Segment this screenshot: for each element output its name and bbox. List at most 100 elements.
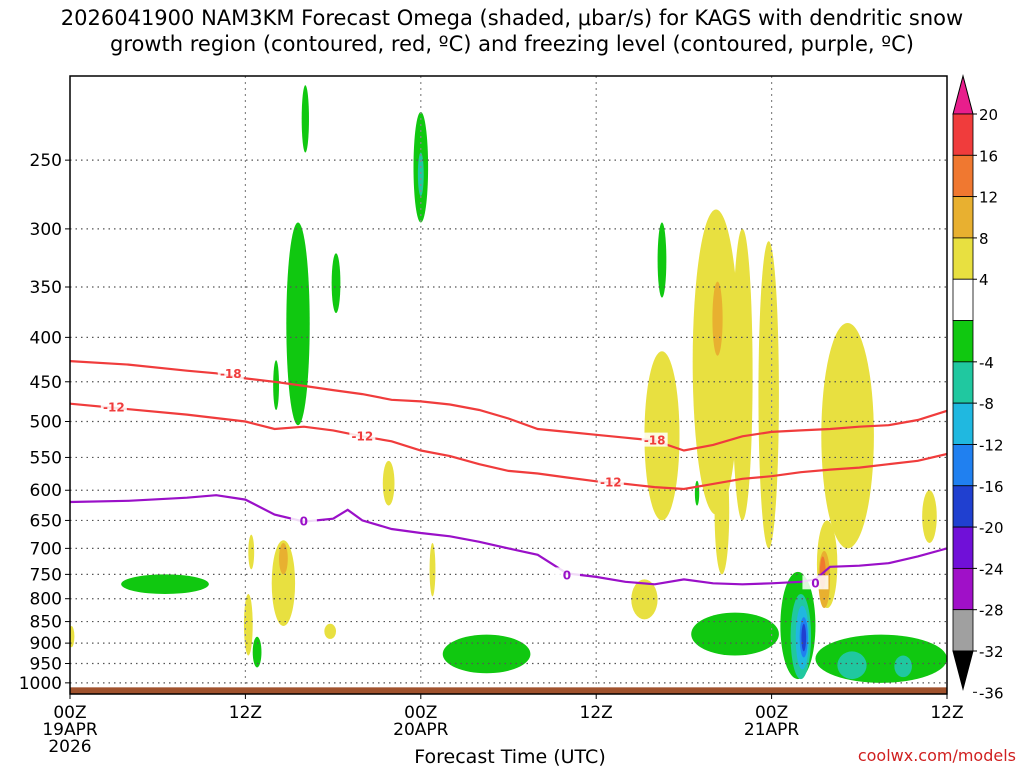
contour-label-2-0: 0: [300, 515, 308, 529]
omega-region-31: [248, 534, 255, 570]
colorbar-top-arrow: [952, 74, 974, 115]
contour-label-bg: [217, 366, 244, 381]
omega-region-23: [758, 241, 779, 549]
credit-link[interactable]: coolwx.com/models: [857, 746, 1016, 765]
contour-line-1: [70, 402, 947, 491]
y-tick-label: 450: [30, 373, 62, 393]
omega-region-15: [837, 651, 867, 680]
colorbar-segment: [952, 526, 974, 569]
y-axis: 2503003504004505005506006507007508008509…: [19, 151, 70, 694]
y-tick-label: 650: [30, 511, 62, 531]
omega-region-12: [657, 222, 667, 298]
y-tick-label: 550: [30, 448, 62, 468]
omega-region-8: [442, 634, 531, 674]
omega-region-6: [121, 574, 209, 594]
colorbar-label: -36: [979, 684, 1004, 702]
plot-background: [70, 76, 947, 694]
contour-label-bg: [100, 399, 127, 414]
x-tick-label: 19APR: [42, 720, 98, 740]
omega-region-4: [331, 253, 341, 314]
omega-region-33: [429, 542, 436, 597]
omega-region-2: [417, 152, 424, 197]
y-tick-label: 500: [30, 412, 62, 432]
omega-region-10: [815, 634, 947, 683]
contour-label-0-1: -18: [644, 434, 666, 448]
x-tick-label: 00Z: [53, 703, 86, 723]
omega-region-7: [252, 636, 262, 668]
y-tick-label: 350: [30, 278, 62, 298]
contour-label-2-1: 0: [563, 568, 571, 582]
colorbar-segment: [952, 154, 974, 198]
omega-region-37: [712, 281, 723, 356]
colorbar-label: -24: [979, 560, 1004, 578]
colorbar-label: -16: [979, 478, 1004, 496]
omega-region-34: [324, 623, 337, 639]
contour-label-2-2: 0: [811, 576, 819, 590]
colorbar-segment: [952, 278, 974, 321]
colorbar-segment: [952, 444, 974, 487]
colorbar-segment: [952, 196, 974, 239]
x-tick-label: 12Z: [930, 703, 963, 723]
colorbar: 20 16 12 8 4 -4 -8 -12 -16 -20 -24 -28 -32 -36: [952, 74, 1004, 702]
y-tick-label: 600: [30, 481, 62, 501]
y-tick-label: 250: [30, 151, 62, 171]
colorbar-label: -28: [979, 602, 1004, 620]
omega-region-35: [70, 625, 75, 648]
colorbar-segment: [952, 485, 974, 528]
grid: [70, 76, 947, 694]
omega-region-16: [894, 655, 912, 678]
colorbar-label: -8: [979, 395, 994, 413]
y-tick-label: 1000: [19, 674, 62, 694]
omega-region-27: [922, 490, 937, 543]
colorbar-segment: [952, 361, 974, 404]
omega-region-36: [279, 542, 288, 575]
chart-title-line-2: growth region (contoured, red, ºC) and f…: [110, 32, 914, 56]
omega-region-22: [732, 228, 753, 521]
contour-label-bg: [597, 474, 624, 489]
colorbar-label: 8: [979, 230, 989, 248]
chart-title-line-1: 2026041900 NAM3KM Forecast Omega (shaded…: [60, 6, 964, 30]
contour-label-1-1: -12: [351, 429, 373, 443]
colorbar-segment: [952, 237, 974, 280]
omega-region-3: [286, 222, 310, 426]
colorbar-label: 4: [979, 271, 989, 289]
contour-label-1-0: -12: [103, 401, 125, 415]
contours: -18 -18 -12 -12 -12 0 0 0: [70, 360, 947, 590]
omega-region-0: [301, 85, 309, 153]
omega-region-29: [271, 540, 296, 626]
y-tick-label: 750: [30, 565, 62, 585]
contour-label-bg: [802, 575, 829, 590]
contour-label-bg: [349, 428, 376, 443]
x-tick-label: 00Z: [404, 703, 437, 723]
y-tick-label: 800: [30, 590, 62, 610]
omega-region-20: [692, 209, 740, 515]
omega-region-32: [382, 460, 395, 506]
colorbar-segment: [952, 402, 974, 445]
y-tick-label: 900: [30, 634, 62, 654]
y-tick-label: 950: [30, 655, 62, 675]
y-tick-label: 300: [30, 220, 62, 240]
colorbar-label: -32: [979, 643, 1004, 661]
x-axis-title: Forecast Time (UTC): [414, 746, 606, 768]
colorbar-bottom-arrow: [952, 650, 974, 691]
colorbar-segment: [952, 567, 974, 611]
x-tick-label: 12Z: [229, 703, 262, 723]
omega-region-13: [694, 480, 700, 506]
colorbar-label: 20: [979, 106, 998, 124]
y-tick-label: 400: [30, 328, 62, 348]
x-tick-label: 2026: [48, 737, 91, 757]
contour-label-0-0: -18: [220, 367, 242, 381]
omega-region-5: [273, 360, 280, 411]
omega-region-19: [801, 623, 807, 652]
colorbar-label: 16: [979, 147, 998, 165]
colorbar-label: -4: [979, 354, 994, 372]
terrain-strip: [70, 687, 947, 694]
y-tick-label: 700: [30, 539, 62, 559]
contour-line-0: [70, 360, 947, 452]
x-tick-label: 00Z: [755, 703, 788, 723]
contour-label-1-2: -12: [600, 476, 622, 490]
y-tick-label: 850: [30, 613, 62, 633]
colorbar-label: 12: [979, 189, 998, 207]
x-tick-label: 12Z: [580, 703, 613, 723]
